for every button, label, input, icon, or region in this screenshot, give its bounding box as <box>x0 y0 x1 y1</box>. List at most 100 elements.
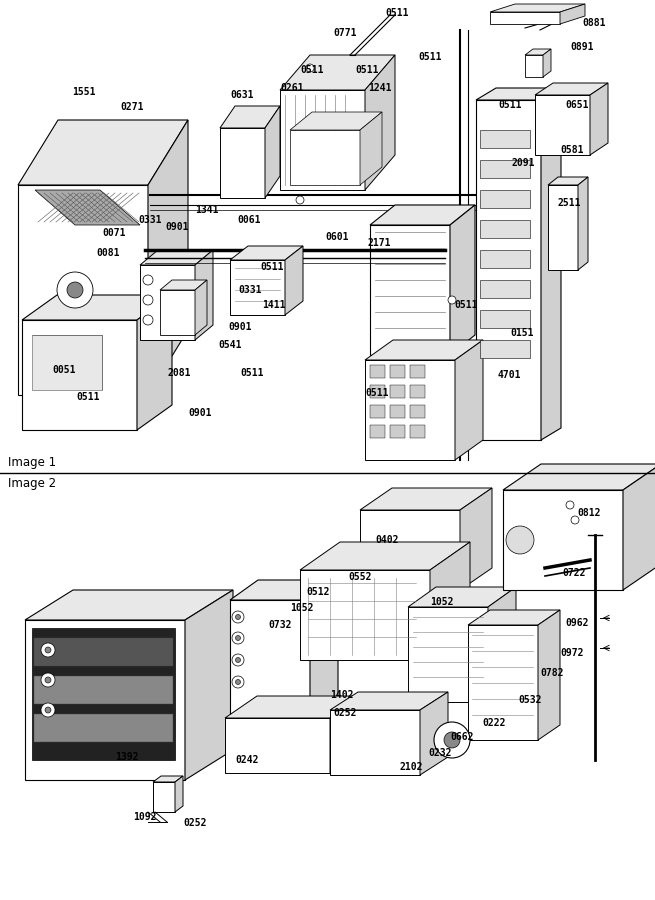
Polygon shape <box>541 88 561 440</box>
Polygon shape <box>370 205 475 225</box>
Circle shape <box>57 272 93 308</box>
Text: 2102: 2102 <box>400 762 424 772</box>
Polygon shape <box>153 776 183 782</box>
Polygon shape <box>310 580 338 715</box>
Polygon shape <box>408 587 516 607</box>
Polygon shape <box>360 112 382 185</box>
Polygon shape <box>195 250 213 340</box>
Circle shape <box>448 296 456 304</box>
Circle shape <box>434 722 470 758</box>
Text: Image 1: Image 1 <box>8 456 56 469</box>
Circle shape <box>232 676 244 688</box>
Polygon shape <box>265 106 280 198</box>
Polygon shape <box>560 4 585 24</box>
Polygon shape <box>490 12 560 24</box>
Polygon shape <box>225 718 330 773</box>
Text: 0511: 0511 <box>300 65 324 75</box>
Polygon shape <box>22 320 137 430</box>
Text: 0511: 0511 <box>385 8 409 18</box>
Polygon shape <box>488 587 516 702</box>
Polygon shape <box>408 607 488 702</box>
Text: 0891: 0891 <box>570 42 593 52</box>
Polygon shape <box>480 220 530 238</box>
Polygon shape <box>290 112 382 130</box>
Polygon shape <box>230 246 303 260</box>
Polygon shape <box>390 405 405 418</box>
Text: 0541: 0541 <box>218 340 242 350</box>
Polygon shape <box>450 205 475 355</box>
Polygon shape <box>330 692 448 710</box>
Polygon shape <box>370 385 385 398</box>
Polygon shape <box>538 610 560 740</box>
Polygon shape <box>330 696 362 773</box>
Polygon shape <box>623 464 655 590</box>
Text: 1411: 1411 <box>262 300 286 310</box>
Text: 0252: 0252 <box>333 708 356 718</box>
Polygon shape <box>370 365 385 378</box>
Polygon shape <box>410 365 425 378</box>
Polygon shape <box>535 83 608 95</box>
Text: 0511: 0511 <box>498 100 521 110</box>
Polygon shape <box>480 160 530 178</box>
Circle shape <box>143 275 153 285</box>
Circle shape <box>506 526 534 554</box>
Polygon shape <box>370 405 385 418</box>
Text: 0511: 0511 <box>260 262 284 272</box>
Polygon shape <box>480 250 530 268</box>
Text: 2511: 2511 <box>558 198 582 208</box>
Text: 0962: 0962 <box>565 618 588 628</box>
Circle shape <box>236 680 240 685</box>
Text: 0881: 0881 <box>582 18 605 28</box>
Polygon shape <box>185 590 233 780</box>
Polygon shape <box>535 95 590 155</box>
Text: 0331: 0331 <box>138 215 162 225</box>
Text: 0271: 0271 <box>120 102 143 112</box>
Polygon shape <box>230 260 285 315</box>
Polygon shape <box>365 340 483 360</box>
Polygon shape <box>140 250 213 265</box>
Text: Image 2: Image 2 <box>8 477 56 490</box>
Polygon shape <box>137 295 172 430</box>
Polygon shape <box>460 488 492 590</box>
Circle shape <box>232 632 244 644</box>
Polygon shape <box>140 265 195 340</box>
Polygon shape <box>525 49 551 55</box>
Text: 0511: 0511 <box>355 65 379 75</box>
Polygon shape <box>285 246 303 315</box>
Polygon shape <box>480 310 530 328</box>
Text: 1402: 1402 <box>330 690 354 700</box>
Polygon shape <box>290 130 360 185</box>
Text: 0061: 0061 <box>237 215 261 225</box>
Text: 1092: 1092 <box>133 812 157 822</box>
Polygon shape <box>578 177 588 270</box>
Polygon shape <box>160 290 195 335</box>
Polygon shape <box>160 280 207 290</box>
Polygon shape <box>18 185 148 395</box>
Circle shape <box>236 615 240 619</box>
Circle shape <box>67 282 83 298</box>
Polygon shape <box>410 405 425 418</box>
Text: 4701: 4701 <box>498 370 521 380</box>
Polygon shape <box>360 488 492 510</box>
Text: 0901: 0901 <box>165 222 189 232</box>
Polygon shape <box>390 385 405 398</box>
Polygon shape <box>390 425 405 438</box>
Polygon shape <box>365 55 395 190</box>
Polygon shape <box>480 130 530 148</box>
Text: 0812: 0812 <box>577 508 601 518</box>
Text: 0972: 0972 <box>560 648 584 658</box>
Text: 0601: 0601 <box>325 232 348 242</box>
Polygon shape <box>220 106 280 128</box>
Text: 0331: 0331 <box>238 285 261 295</box>
Text: 0512: 0512 <box>306 587 329 597</box>
Polygon shape <box>22 295 172 320</box>
Circle shape <box>296 196 304 204</box>
Text: 1341: 1341 <box>195 205 219 215</box>
Text: 0402: 0402 <box>375 535 398 545</box>
Polygon shape <box>455 340 483 460</box>
Text: 0222: 0222 <box>482 718 506 728</box>
Polygon shape <box>280 90 365 190</box>
Polygon shape <box>32 628 175 760</box>
Polygon shape <box>34 714 173 742</box>
Text: 0511: 0511 <box>418 52 441 62</box>
